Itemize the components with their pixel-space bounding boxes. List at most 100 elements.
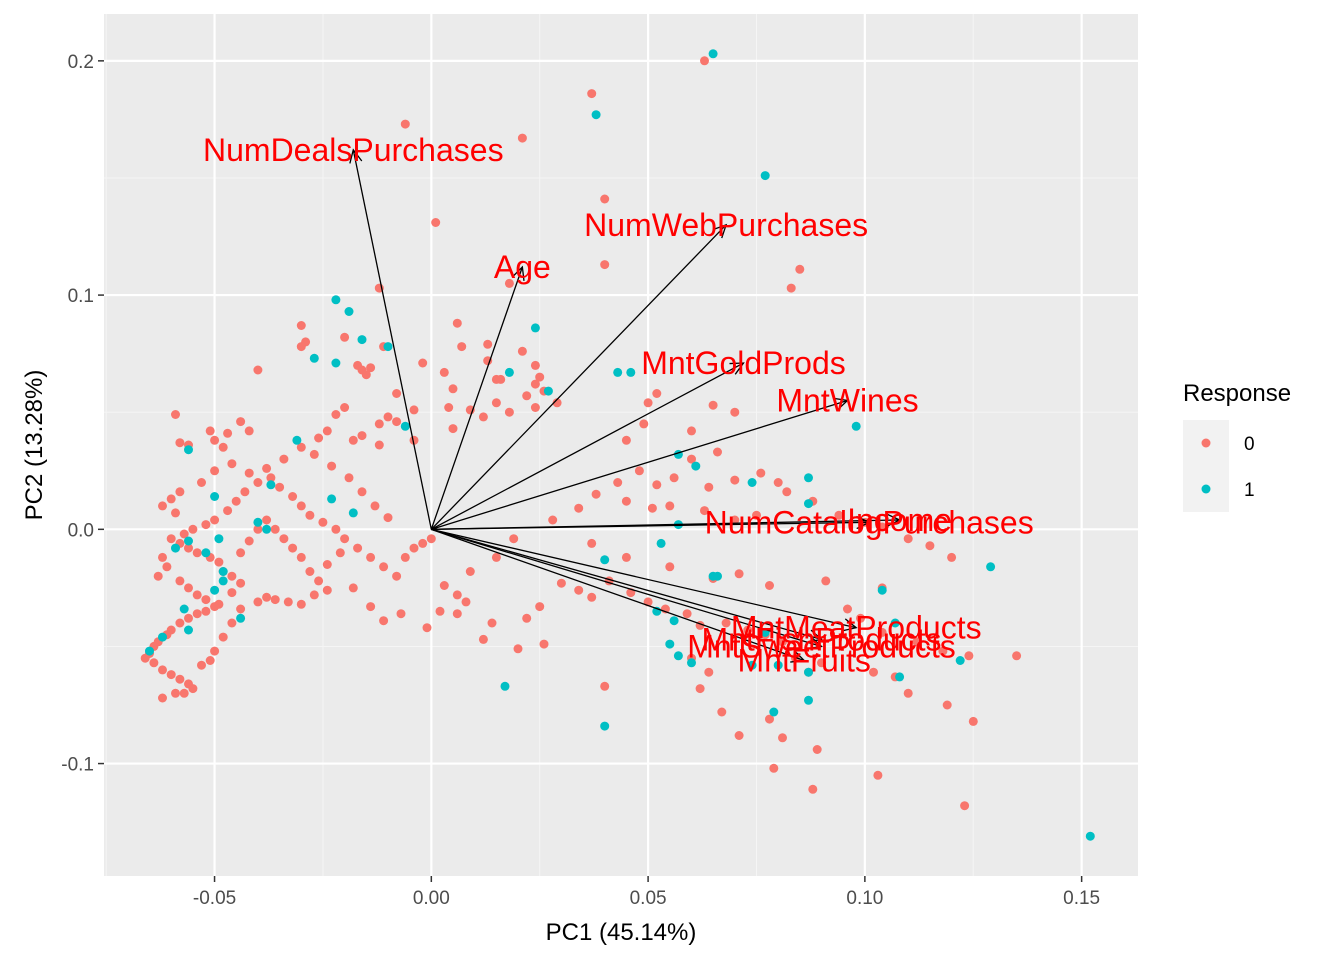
scatter-points: [140, 49, 1095, 841]
data-point-response-0: [782, 487, 792, 497]
data-point-response-0: [279, 534, 289, 544]
data-point-response-1: [804, 473, 813, 483]
data-point-response-0: [374, 440, 384, 450]
legend-label-1: 1: [1244, 480, 1255, 501]
data-point-response-0: [556, 578, 566, 588]
data-point-response-0: [461, 597, 471, 607]
data-point-response-0: [296, 599, 306, 609]
data-point-response-0: [903, 534, 913, 544]
data-point-response-0: [522, 391, 532, 401]
data-point-response-0: [244, 468, 254, 478]
data-point-response-0: [730, 407, 740, 417]
data-point-response-0: [400, 119, 410, 129]
data-point-response-0: [435, 606, 445, 616]
data-point-response-0: [162, 562, 172, 572]
x-tick-label: 0.00: [413, 888, 450, 909]
data-point-response-1: [214, 534, 224, 544]
loading-arrowhead-MntFruits: [790, 650, 806, 663]
data-point-response-0: [873, 770, 883, 780]
data-point-response-0: [808, 784, 818, 794]
data-point-response-0: [513, 644, 523, 654]
x-tick-label: 0.10: [846, 888, 883, 909]
data-point-response-0: [613, 478, 623, 487]
data-point-response-0: [947, 552, 957, 562]
loading-arrowhead-MntMeatProducts: [842, 618, 858, 632]
data-point-response-0: [179, 529, 189, 539]
loading-label-MntWines: MntWines: [776, 382, 918, 418]
data-point-response-0: [795, 264, 805, 274]
data-point-response-0: [821, 576, 831, 586]
data-point-response-0: [504, 407, 514, 417]
data-point-response-1: [266, 480, 276, 490]
data-point-response-0: [877, 522, 887, 532]
major-grid: [104, 14, 1138, 876]
data-point-response-0: [149, 658, 159, 668]
data-point-response-0: [522, 613, 532, 623]
data-point-response-1: [500, 681, 510, 691]
data-point-response-0: [296, 552, 306, 562]
loading-arrows: [349, 148, 902, 663]
data-point-response-0: [227, 571, 237, 581]
data-point-response-0: [942, 700, 952, 710]
data-point-response-0: [717, 707, 727, 717]
data-point-response-0: [158, 552, 167, 562]
data-point-response-0: [296, 321, 306, 330]
data-point-response-1: [357, 335, 367, 345]
minor-grid: [104, 14, 1138, 876]
data-point-response-0: [322, 585, 332, 595]
data-point-response-0: [530, 360, 540, 370]
data-point-response-0: [305, 567, 315, 576]
loading-arrow-MntWines: [431, 399, 848, 530]
loading-arrow-NumDealsPurchases: [352, 149, 432, 530]
data-point-response-1: [179, 604, 189, 614]
data-point-response-0: [687, 426, 696, 436]
loading-label-MntGoldProds: MntGoldProds: [641, 345, 846, 381]
data-point-response-0: [340, 403, 350, 412]
data-point-response-0: [444, 403, 454, 412]
loading-labels: NumDealsPurchases NumWebPurchases Age MntGo…: [203, 132, 1034, 679]
data-point-response-1: [669, 616, 679, 626]
data-point-response-0: [379, 616, 389, 626]
data-point-response-0: [756, 468, 766, 478]
data-point-response-0: [704, 667, 714, 677]
data-point-response-0: [197, 478, 206, 487]
data-point-response-0: [184, 613, 193, 623]
data-point-response-0: [730, 515, 740, 525]
data-point-response-0: [175, 618, 185, 628]
data-point-response-0: [175, 674, 185, 684]
data-point-response-0: [587, 592, 597, 602]
y-axis-title: PC2 (13.28%): [21, 370, 48, 521]
data-point-response-0: [171, 410, 180, 419]
data-point-response-0: [288, 543, 298, 553]
loading-label-Income: Income: [847, 502, 952, 538]
data-point-response-0: [175, 487, 185, 497]
loading-arrowhead-MntWines: [833, 397, 849, 411]
data-point-response-1: [218, 567, 228, 576]
data-point-response-0: [539, 639, 549, 649]
data-point-response-0: [491, 398, 501, 408]
data-point-response-0: [409, 405, 419, 415]
data-point-response-0: [240, 487, 250, 497]
data-point-response-0: [734, 569, 744, 579]
data-point-response-0: [743, 625, 753, 635]
data-point-response-0: [357, 365, 367, 375]
data-point-response-0: [158, 693, 167, 703]
data-point-response-0: [730, 475, 740, 485]
data-point-response-0: [669, 473, 679, 483]
legend: Response 0 1: [1183, 380, 1291, 512]
data-point-response-0: [205, 426, 215, 436]
data-point-response-1: [210, 492, 220, 501]
data-point-response-1: [804, 695, 813, 705]
loading-arrow-MntGoldProds: [431, 362, 744, 530]
data-point-response-0: [439, 367, 449, 377]
data-point-response-0: [869, 667, 878, 677]
data-point-response-0: [197, 660, 206, 670]
data-point-response-0: [548, 515, 558, 525]
data-point-response-0: [517, 133, 527, 143]
data-point-response-1: [986, 562, 996, 572]
data-point-response-0: [778, 637, 787, 647]
data-point-response-0: [457, 342, 467, 352]
data-point-response-0: [218, 442, 228, 452]
loading-arrowhead-MntFishProducts: [807, 629, 823, 643]
data-point-response-0: [647, 503, 657, 513]
